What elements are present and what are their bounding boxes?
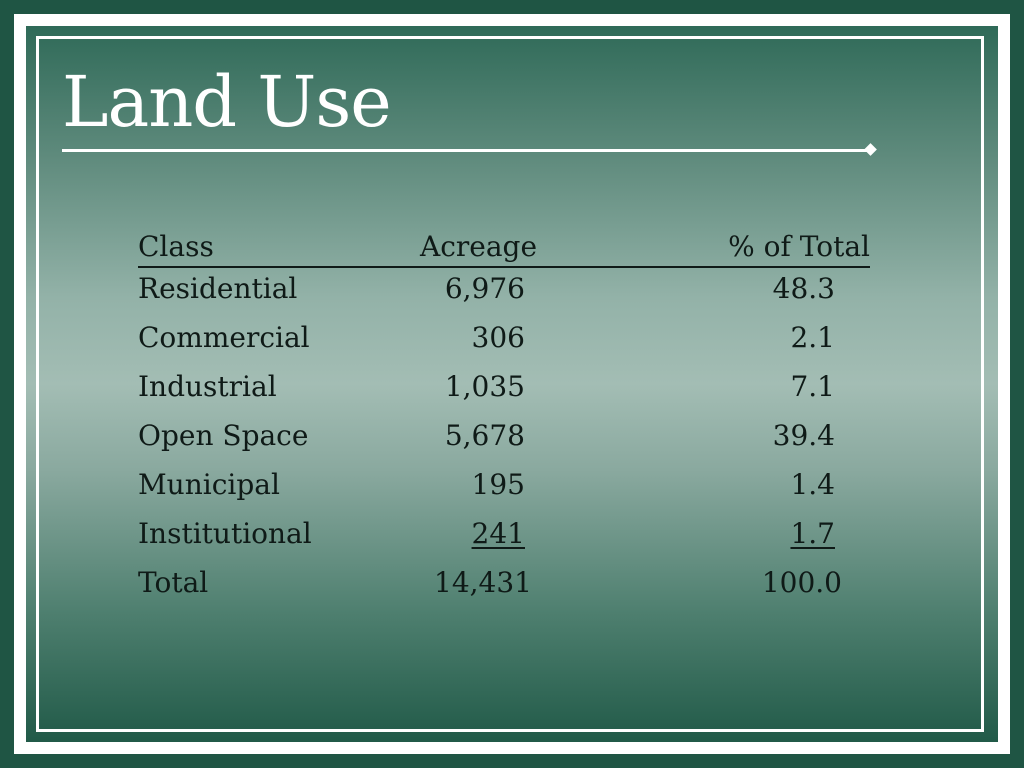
table-row: Industrial 1,035 7.1	[138, 366, 870, 415]
table-row: Municipal 195 1.4	[138, 464, 870, 513]
row-acreage: 241	[471, 517, 525, 550]
row-class: Residential	[138, 272, 298, 305]
table-row: Open Space 5,678 39.4	[138, 415, 870, 464]
header-percent: % of Total	[728, 230, 870, 263]
header-acreage: Acreage	[420, 230, 538, 263]
row-percent: 1.7	[790, 517, 835, 550]
row-percent: 7.1	[790, 370, 835, 403]
slide-title: Land Use	[62, 61, 392, 143]
row-acreage: 1,035	[444, 370, 525, 403]
row-percent: 39.4	[772, 419, 835, 452]
row-class: Institutional	[138, 517, 312, 550]
land-use-table: Class Acreage % of Total Residential 6,9…	[138, 226, 870, 611]
table-row: Commercial 306 2.1	[138, 317, 870, 366]
row-class: Commercial	[138, 321, 310, 354]
row-class: Open Space	[138, 419, 309, 452]
row-acreage: 195	[471, 468, 525, 501]
row-acreage: 5,678	[444, 419, 525, 452]
row-class: Industrial	[138, 370, 277, 403]
title-rule	[62, 149, 870, 152]
table-row: Institutional 241 1.7	[138, 513, 870, 562]
row-percent: 1.4	[790, 468, 835, 501]
inner-border	[36, 36, 984, 732]
row-acreage: 306	[471, 321, 525, 354]
total-label: Total	[138, 566, 209, 599]
total-percent: 100.0	[761, 566, 842, 599]
table-row: Residential 6,976 48.3	[138, 268, 870, 317]
header-class: Class	[138, 230, 214, 263]
row-percent: 48.3	[772, 272, 835, 305]
table-header: Class Acreage % of Total	[138, 226, 870, 268]
row-percent: 2.1	[790, 321, 835, 354]
table-total-row: Total 14,431 100.0	[138, 562, 870, 611]
row-class: Municipal	[138, 468, 280, 501]
total-acreage: 14,431	[434, 566, 532, 599]
slide-panel	[26, 26, 998, 742]
row-acreage: 6,976	[444, 272, 525, 305]
